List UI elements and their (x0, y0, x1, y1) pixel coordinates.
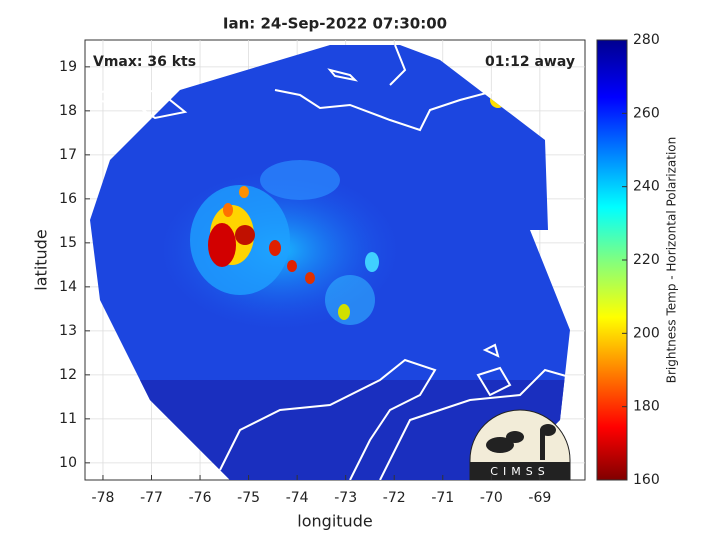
x-tick-label: -76 (189, 490, 212, 506)
x-tick-label: -70 (480, 490, 503, 506)
y-tick-label: 18 (59, 103, 77, 119)
colorbar-tick-label: 260 (633, 105, 660, 121)
y-tick-label: 14 (59, 279, 77, 295)
x-tick-label: -75 (237, 490, 260, 506)
y-tick-label: 12 (59, 367, 77, 383)
colorbar-tick-label: 200 (633, 325, 660, 341)
y-tick-label: 10 (59, 455, 77, 471)
x-tick-label: -72 (383, 490, 406, 506)
colorbar-tick-label: 240 (633, 179, 660, 195)
x-tick-label: -69 (528, 490, 551, 506)
colorbar-tick-label: 160 (633, 472, 660, 488)
colorbar-tick-label: 280 (633, 32, 660, 48)
y-tick-label: 16 (59, 191, 77, 207)
time-annotation: 01:12 away (485, 54, 575, 70)
vmax-annotation: Vmax: 36 kts (93, 54, 196, 70)
x-tick-label: -77 (140, 490, 163, 506)
colorbar-tick-label: 220 (633, 252, 660, 268)
logo-text: CIMSS (490, 465, 549, 478)
y-tick-label: 13 (59, 323, 77, 339)
y-tick-label: 17 (59, 147, 77, 163)
x-tick-label: -74 (286, 490, 309, 506)
y-tick-label: 15 (59, 235, 77, 251)
x-axis-label: longitude (297, 512, 372, 531)
x-tick-label: -73 (334, 490, 357, 506)
cimss-logo: CIMSS (469, 409, 571, 481)
y-tick-label: 19 (59, 59, 77, 75)
colorbar-label: Brightness Temp - Horizontal Polarizatio… (665, 137, 679, 384)
x-tick-label: -78 (92, 490, 115, 506)
colorbar-tick-label: 180 (633, 399, 660, 415)
y-tick-label: 11 (59, 411, 77, 427)
x-tick-label: -71 (431, 490, 454, 506)
y-axis-label: latitude (32, 229, 51, 290)
title: Ian: 24-Sep-2022 07:30:00 (223, 15, 447, 33)
